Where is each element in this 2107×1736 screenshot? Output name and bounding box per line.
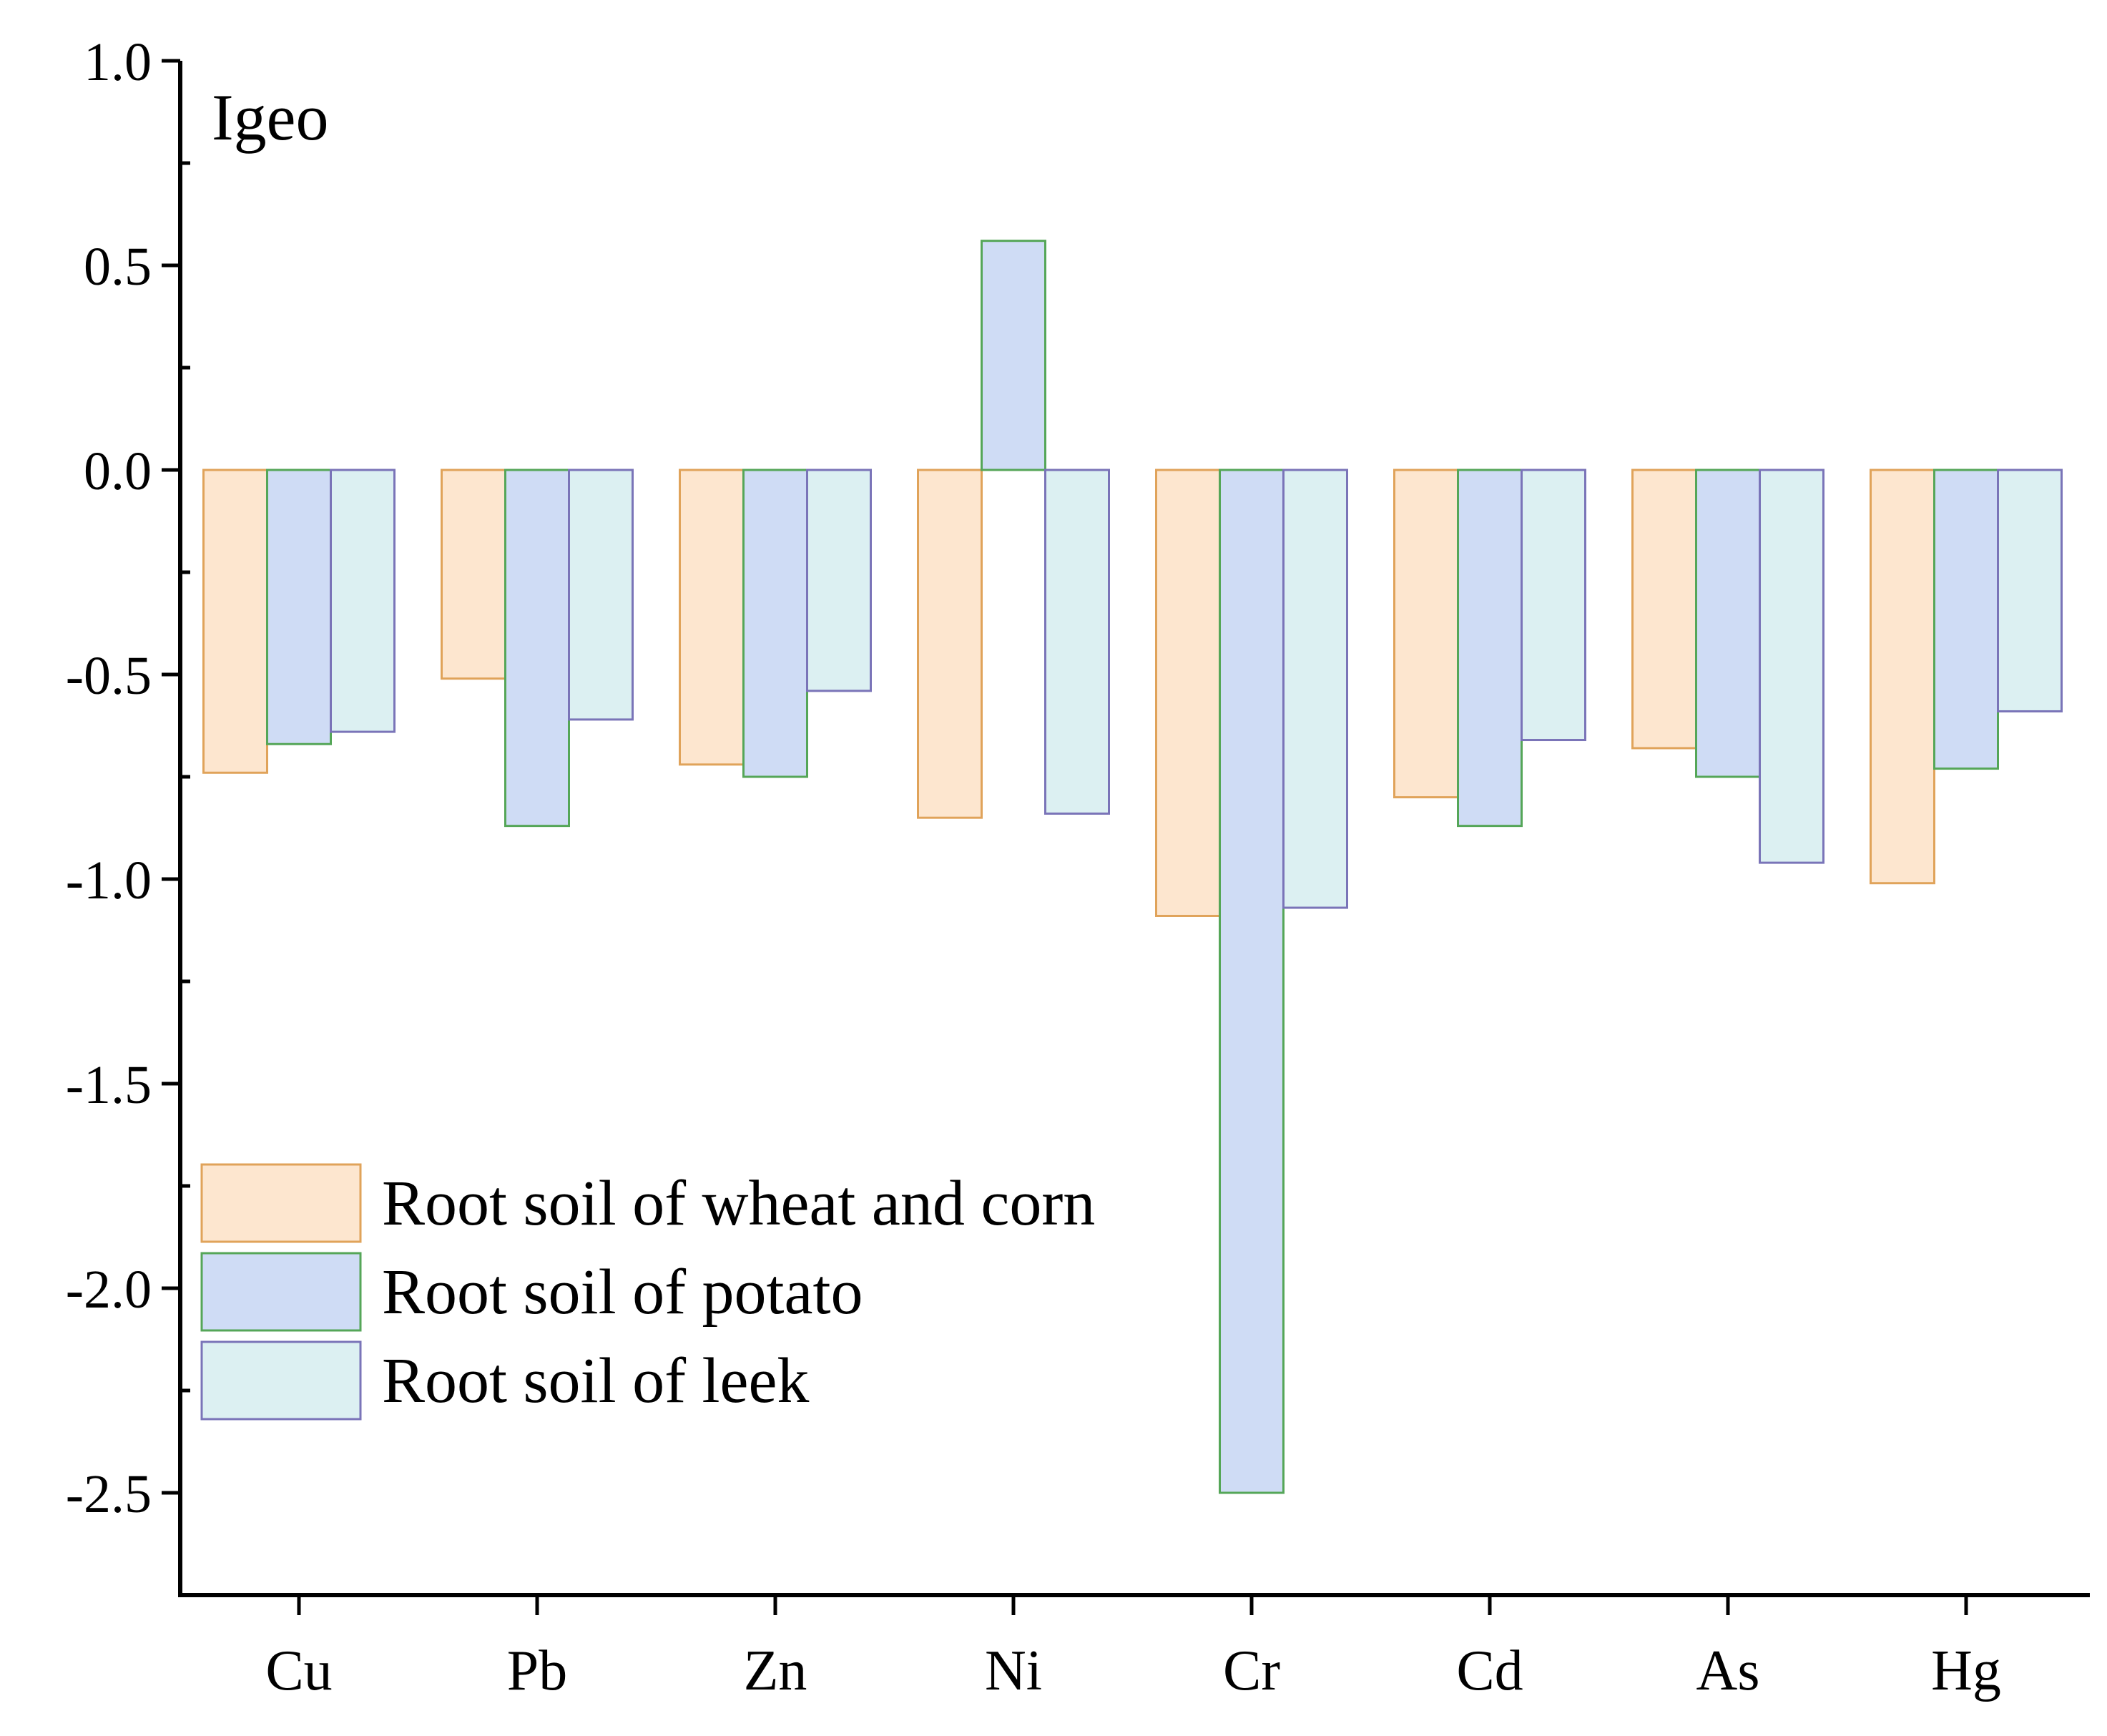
x-tick-label-pb: Pb: [507, 1639, 568, 1702]
x-tick-label-cu: Cu: [265, 1639, 332, 1702]
x-tick-label-as: As: [1696, 1639, 1760, 1702]
bar-pb-series-3: [568, 469, 634, 721]
bar-ni-series-3: [1044, 469, 1110, 815]
legend-label-1: Root soil of wheat and corn: [382, 1168, 1095, 1239]
x-tick-label-zn: Zn: [744, 1639, 807, 1702]
bar-zn-series-2: [742, 469, 808, 778]
bar-ni-series-2: [981, 240, 1046, 471]
bar-cr-series-1: [1155, 469, 1221, 917]
bar-zn-series-1: [679, 469, 745, 766]
y-tick-label: -2.0: [66, 1260, 152, 1320]
axes: 1.0 0.5 0.0 -0.5 -1.0 -1.5 -2.0 -2.5 Cu Pb Zn Ni Cr C…: [66, 32, 2090, 1702]
y-tick-label: -1.5: [66, 1055, 152, 1115]
legend-swatch-1: [200, 1163, 362, 1243]
bar-as-series-2: [1695, 469, 1761, 778]
bar-cr-series-2: [1219, 469, 1285, 1494]
x-tick-label-hg: Hg: [1931, 1639, 2001, 1702]
legend-swatch-3: [200, 1340, 362, 1421]
bar-cu-series-3: [330, 469, 396, 733]
bar-cd-series-2: [1457, 469, 1523, 828]
y-tick-label: 0.0: [84, 441, 152, 501]
y-tick-label: -1.0: [66, 850, 152, 911]
bar-hg-series-2: [1933, 469, 1999, 770]
x-tick-label-ni: Ni: [985, 1639, 1042, 1702]
bar-as-series-1: [1631, 469, 1697, 750]
x-tick-label-cd: Cd: [1456, 1639, 1523, 1702]
bar-cu-series-1: [202, 469, 268, 774]
y-tick-label: 1.0: [84, 32, 152, 92]
y-tick-label: -2.5: [66, 1464, 152, 1524]
legend-swatch-2: [200, 1252, 362, 1332]
y-tick-label: 0.5: [84, 237, 152, 297]
bar-cu-series-2: [266, 469, 332, 745]
bar-ni-series-1: [917, 469, 983, 819]
legend-label-3: Root soil of leek: [382, 1345, 809, 1416]
bar-pb-series-2: [504, 469, 570, 828]
legend: Root soil of wheat and corn Root soil of …: [200, 1163, 1095, 1421]
bar-cr-series-3: [1282, 469, 1348, 909]
bar-cd-series-3: [1521, 469, 1586, 742]
bars: [202, 240, 2063, 1494]
bar-pb-series-1: [441, 469, 506, 680]
y-axis-title: Igeo: [212, 81, 328, 154]
bar-hg-series-3: [1997, 469, 2063, 712]
bar-hg-series-1: [1870, 469, 1935, 885]
y-tick-label: -0.5: [66, 646, 152, 706]
bar-zn-series-3: [806, 469, 872, 692]
bar-as-series-3: [1759, 469, 1824, 864]
legend-label-2: Root soil of potato: [382, 1257, 863, 1328]
x-tick-label-cr: Cr: [1223, 1639, 1280, 1702]
bar-cd-series-1: [1393, 469, 1459, 799]
